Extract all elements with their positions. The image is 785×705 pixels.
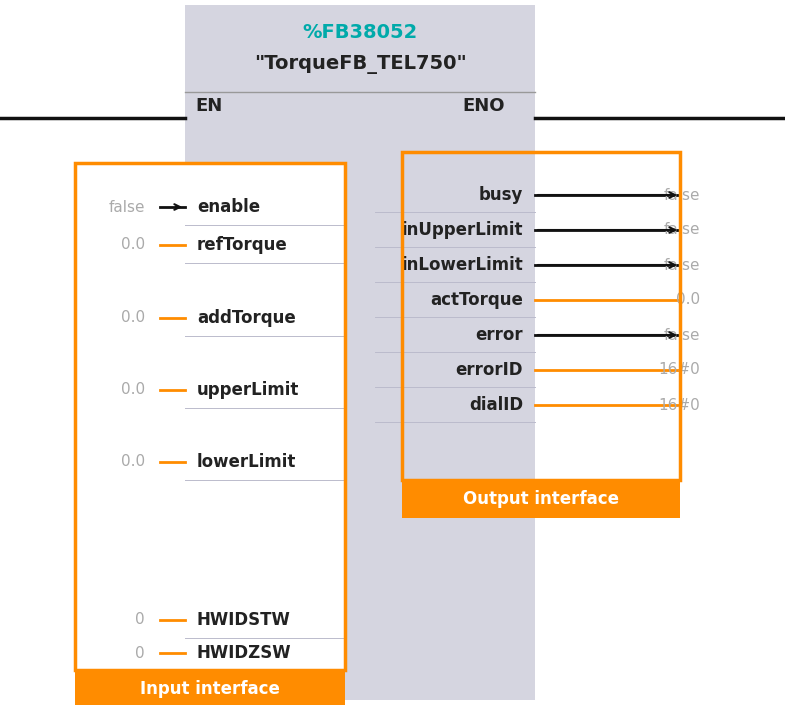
Text: Input interface: Input interface — [140, 680, 280, 698]
Text: ENO: ENO — [462, 97, 505, 115]
Text: false: false — [663, 328, 700, 343]
Text: EN: EN — [195, 97, 222, 115]
Text: actTorque: actTorque — [430, 291, 523, 309]
Text: 0.0: 0.0 — [121, 310, 145, 326]
Text: inUpperLimit: inUpperLimit — [401, 221, 523, 239]
Bar — [75, 163, 345, 670]
Text: refTorque: refTorque — [197, 236, 288, 254]
Bar — [402, 480, 680, 518]
Text: enable: enable — [197, 198, 260, 216]
Text: 16#0: 16#0 — [659, 398, 700, 412]
Text: HWIDZSW: HWIDZSW — [197, 644, 291, 662]
Text: false: false — [663, 223, 700, 238]
Bar — [75, 163, 345, 670]
Text: dialID: dialID — [469, 396, 523, 414]
Text: false: false — [663, 188, 700, 202]
Text: 0: 0 — [135, 646, 145, 661]
Text: upperLimit: upperLimit — [197, 381, 299, 399]
Text: 0: 0 — [135, 613, 145, 627]
Text: addTorque: addTorque — [197, 309, 296, 327]
Text: "TorqueFB_TEL750": "TorqueFB_TEL750" — [254, 56, 466, 75]
Text: false: false — [108, 200, 145, 214]
Text: 0.0: 0.0 — [676, 293, 700, 307]
Text: inLowerLimit: inLowerLimit — [401, 256, 523, 274]
Bar — [402, 152, 680, 480]
Text: 16#0: 16#0 — [659, 362, 700, 377]
Text: false: false — [663, 257, 700, 273]
Text: lowerLimit: lowerLimit — [197, 453, 297, 471]
Text: 0.0: 0.0 — [121, 238, 145, 252]
Text: 0.0: 0.0 — [121, 383, 145, 398]
Text: HWIDSTW: HWIDSTW — [197, 611, 291, 629]
Bar — [185, 5, 535, 700]
Text: %FB38052: %FB38052 — [302, 23, 418, 42]
Text: error: error — [476, 326, 523, 344]
Text: 0.0: 0.0 — [121, 455, 145, 470]
Text: busy: busy — [479, 186, 523, 204]
Bar — [75, 670, 345, 705]
Text: errorID: errorID — [455, 361, 523, 379]
Text: Output interface: Output interface — [463, 490, 619, 508]
